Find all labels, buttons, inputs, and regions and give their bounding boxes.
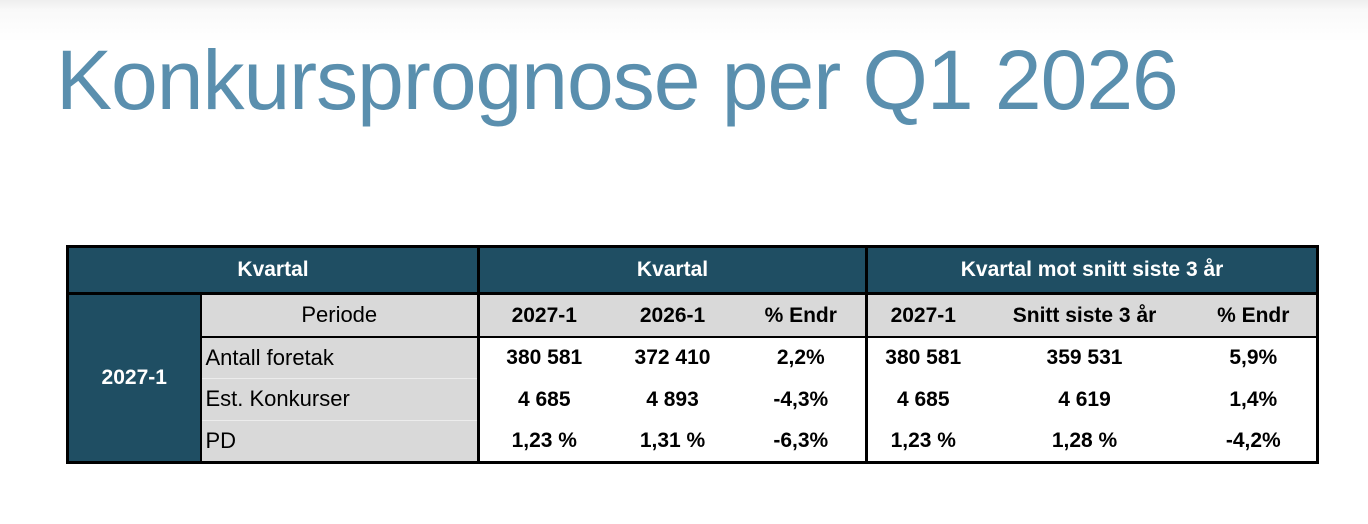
value-cell: -6,3% xyxy=(736,420,867,463)
table-row-antall-foretak: Antall foretak 380 581 372 410 2,2% 380 … xyxy=(68,336,1318,379)
value-cell: 1,4% xyxy=(1190,378,1318,421)
value-cell: 1,31 % xyxy=(608,420,737,463)
group-header-kvartal-mid: Kvartal xyxy=(477,246,867,295)
row-label: PD xyxy=(200,420,479,463)
value-cell: 1,23 % xyxy=(477,420,609,463)
value-cell: 2,2% xyxy=(736,336,867,379)
sub-header-periode: Periode xyxy=(200,293,479,338)
row-label: Antall foretak xyxy=(200,336,479,379)
value-cell: 372 410 xyxy=(608,336,737,379)
row-label: Est. Konkurser xyxy=(200,378,479,421)
value-cell: 359 531 xyxy=(978,336,1191,379)
sub-header-2026-1: 2026-1 xyxy=(608,293,737,338)
group-header-kvartal-left: Kvartal xyxy=(67,246,479,295)
value-cell: 4 685 xyxy=(865,378,979,421)
value-cell: 4 619 xyxy=(978,378,1191,421)
sub-header-2027-1-q: 2027-1 xyxy=(477,293,609,338)
sub-header-endr-q: % Endr xyxy=(736,293,867,338)
value-cell: 4 685 xyxy=(477,378,609,421)
group-header-row: Kvartal Kvartal Kvartal mot snitt siste … xyxy=(67,246,1318,295)
value-cell: 5,9% xyxy=(1190,336,1318,379)
value-cell: 1,23 % xyxy=(865,420,979,463)
sub-header-endr-snitt: % Endr xyxy=(1190,293,1318,338)
table-row-pd: PD 1,23 % 1,31 % -6,3% 1,23 % 1,28 % -4,… xyxy=(68,420,1318,463)
page-title: Konkursprognose per Q1 2026 xyxy=(56,33,1179,127)
value-cell: -4,2% xyxy=(1190,420,1318,463)
row-group-cell: 2027-1 xyxy=(67,293,202,463)
sub-header-snitt-3-ar: Snitt siste 3 år xyxy=(978,293,1191,338)
group-header-kvartal-snitt: Kvartal mot snitt siste 3 år xyxy=(865,246,1318,295)
sub-header-2027-1-snitt: 2027-1 xyxy=(865,293,979,338)
prognosis-table: Kvartal Kvartal Kvartal mot snitt siste … xyxy=(66,245,1320,464)
table-row-est-konkurser: Est. Konkurser 4 685 4 893 -4,3% 4 685 4… xyxy=(68,378,1318,421)
value-cell: -4,3% xyxy=(736,378,867,421)
value-cell: 380 581 xyxy=(865,336,979,379)
value-cell: 380 581 xyxy=(477,336,609,379)
value-cell: 1,28 % xyxy=(978,420,1191,463)
sub-header-row: 2027-1 Periode 2027-1 2026-1 % Endr 2027… xyxy=(67,293,1318,463)
value-cell: 4 893 xyxy=(608,378,737,421)
